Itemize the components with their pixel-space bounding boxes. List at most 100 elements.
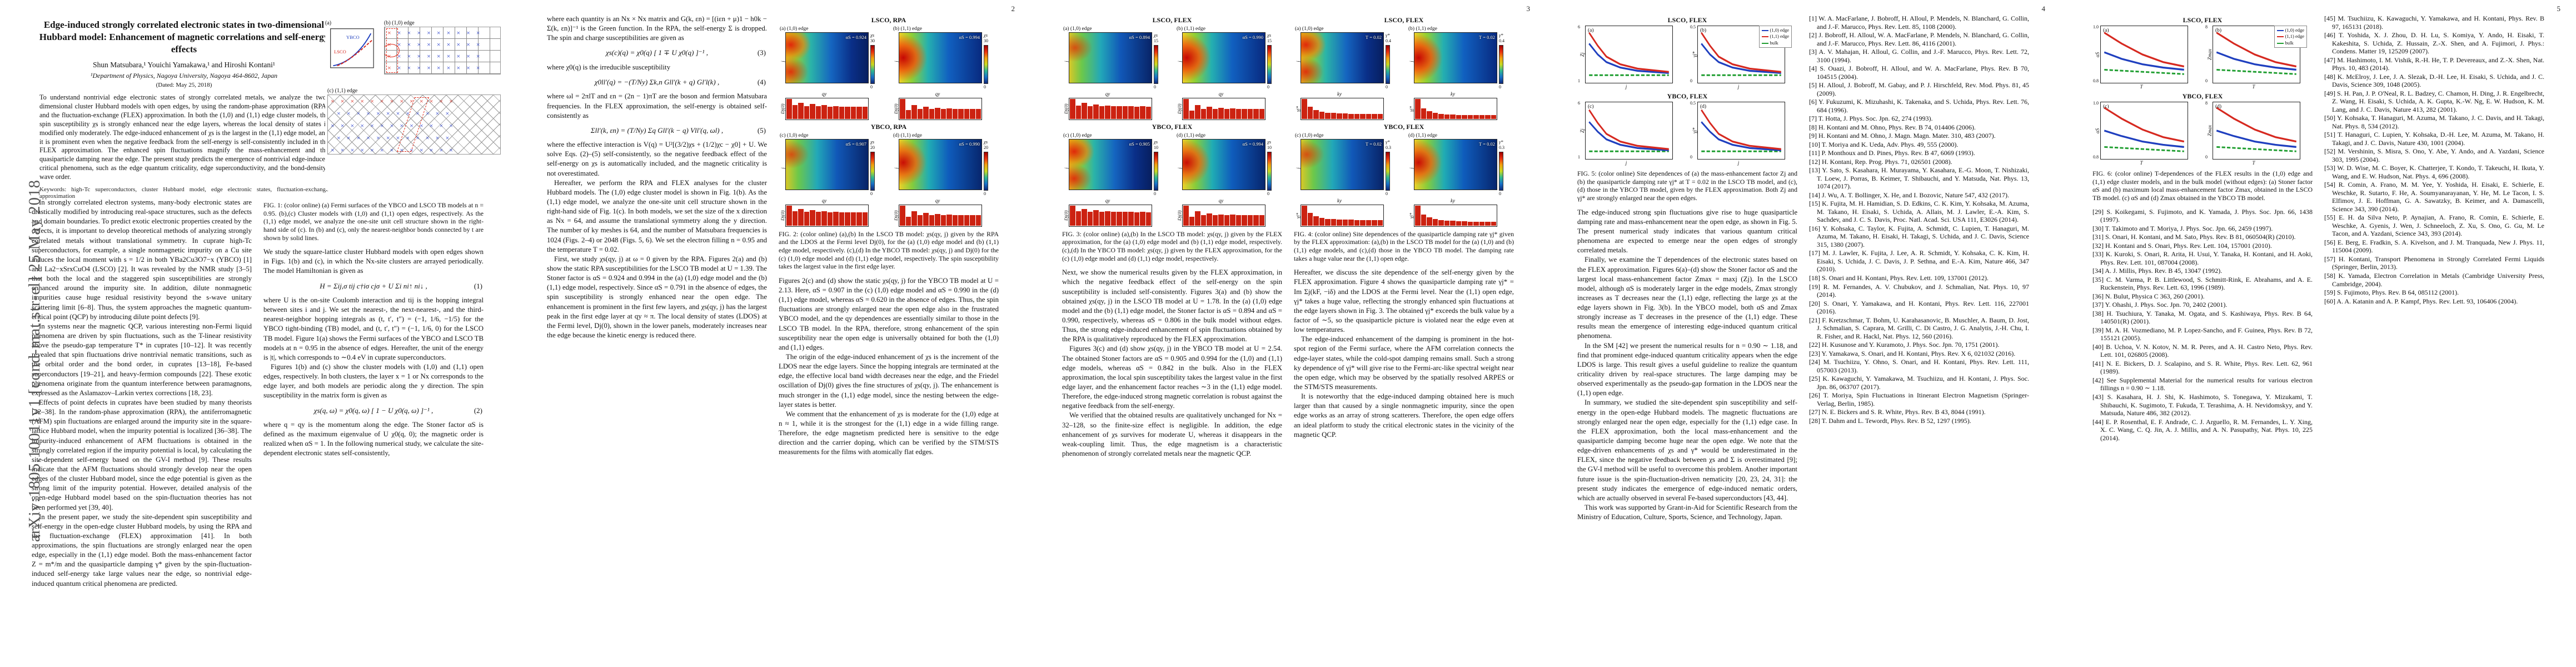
colorbar: χs 15 0 [1154, 32, 1158, 90]
reference-entry: [20] S. Onari, Y. Yamakawa, and H. Konta… [1809, 299, 2029, 316]
y-axis-label: j [894, 167, 899, 169]
figure-6-caption: FIG. 6: (color online) T-dependences of … [2092, 170, 2313, 202]
heatmap-panel: (d) (1,1) edge j αS = 0.994 χs 10 0 [1177, 132, 1281, 227]
y-axis-label: j [1409, 61, 1414, 62]
body-paragraph: In summary, we studied the site-dependen… [1577, 399, 1797, 502]
reference-entry: [7] T. Hotta, J. Phys. Soc. Jpn. 62, 274… [1809, 115, 1933, 123]
x-axis-label: j [1625, 84, 1627, 90]
bars-axis-label: γj* [1295, 212, 1301, 218]
panel-label: (a) [2103, 28, 2109, 34]
fig1-panel-c-label: (c) (1,1) edge [327, 88, 358, 94]
reference-entry: [11] P. Monthoux and D. Pines, Phys. Rev… [1809, 149, 1975, 157]
plot-legend: (1,0) edge (1,1) edge bulk [1758, 26, 1792, 48]
colorbar: χs 10 0 [1267, 138, 1272, 197]
reference-entry: [25] K. Kawaguchi, Y. Yamakawa, M. Tsuch… [1809, 375, 2029, 391]
colorbar-gradient [870, 152, 875, 191]
figure-6: LSCO, FLEX αS (a) [2092, 16, 2313, 202]
chi-heatmap: αS = 0.994 [899, 32, 982, 84]
body-paragraph: The edge-induced enhancement of the damp… [1294, 335, 1514, 391]
body-paragraph: First, we study χs(qy, j) at ω = 0 given… [547, 255, 767, 340]
display-equation: χs(q, ω) = χ0(q, ω) [ 1 − U χ0(q, ω) ]⁻¹… [313, 406, 482, 415]
reference-entry: [59] S. Fujimoto, Phys. Rev. B 64, 08511… [2324, 288, 2459, 297]
panel-label: (c) [2103, 104, 2109, 110]
reference-entry: [34] A. J. Millis, Phys. Rev. B 45, 1304… [2092, 267, 2223, 275]
stoner-factor-annotation: αS = 0.907 [845, 141, 866, 147]
legend-line-blue [2276, 29, 2284, 31]
page-1: Edge-induced strongly correlated electro… [0, 0, 515, 667]
panel-label: (a) (1,0) edge [1295, 26, 1324, 32]
panel-label: (d) (1,1) edge [1177, 132, 1205, 138]
reference-entry: [8] H. Kontani and M. Ohno, Phys. Rev. B… [1809, 123, 1976, 131]
reference-entry: [29] S. Koikegami, S. Fujimoto, and K. Y… [2092, 207, 2313, 224]
body-paragraph: where the effective interaction is V(q) … [547, 141, 767, 177]
reference-entry: [35] C. M. Varma, P. B. Littlewood, S. S… [2092, 275, 2313, 292]
text-column: LSCO, FLEX (a) (1,0) edge j T = 0.02 γ* [1294, 14, 1514, 649]
display-equation: χ0ll′(q) = −(T/Ny) Σk,n Gll′(k + q) Gl′l… [594, 77, 766, 86]
heatmap-panel: (d) (1,1) edge j αS = 0.990 χs 20 0 [893, 132, 998, 227]
reference-entry: [14] J. Wu, A. T. Bollinger, X. He, and … [1809, 191, 2009, 199]
lattice-row: ×××××××××××× [337, 134, 456, 142]
y-axis-label: j [1296, 167, 1301, 169]
colorbar: χs 30 0 [984, 32, 988, 90]
x-axis-label: ky [1337, 91, 1342, 97]
date-line: (Dated: May 25, 2018) [156, 82, 212, 89]
abstract: To understand nontrivial edge electronic… [39, 93, 328, 181]
reference-entry: [54] R. Comin, A. Frano, M. M. Yee, Y. Y… [2324, 181, 2544, 213]
figure-1-caption: FIG. 1: (color online) (a) Fermi surface… [263, 201, 484, 242]
x-axis-label: qy [1105, 197, 1110, 203]
reference-entry: [50] Y. Kohsaka, T. Hanaguri, M. Azuma, … [2324, 114, 2544, 130]
references-continued: [29] S. Koikegami, S. Fujimoto, and K. Y… [2092, 208, 2313, 442]
reference-entry: [60] A. A. Katanin and A. P. Kampf, Phys… [2324, 297, 2518, 305]
text-column: In strongly correlated electron systems,… [32, 198, 252, 649]
body-paragraph: Figures 2(c) and (d) show the static χs(… [779, 276, 999, 351]
damping-heatmap: T = 0.02 [1301, 138, 1384, 190]
damping-bar-chart [1301, 204, 1384, 227]
y-axis-label: αS [2095, 128, 2100, 133]
lattice-row: ×××××××××× [387, 64, 486, 72]
reference-entry: [9] H. Kontani and M. Ohno, J. Magn. Mag… [1809, 132, 1996, 140]
reference-entry: [12] H. Kontani, Rep. Prog. Phys. 71, 02… [1809, 157, 1952, 166]
y-axis-label: Zmax [2207, 125, 2213, 137]
bars-axis-label: γj* [1408, 212, 1414, 218]
colorbar-gradient [1267, 152, 1272, 191]
reference-entry: [6] Y. Fukuzumi, K. Mizuhashi, K. Takena… [1809, 98, 2029, 114]
ldos-bar-chart [1182, 97, 1265, 120]
damping-heatmap: T = 0.02 [1414, 32, 1497, 84]
reference-entry: [53] W. D. Wise, M. C. Boyer, K. Chatter… [2324, 164, 2544, 180]
chi-heatmap: αS = 0.990 [1182, 32, 1265, 84]
figure-4: LSCO, FLEX (a) (1,0) edge j T = 0.02 γ* [1294, 16, 1514, 262]
stoner-factor-annotation: αS = 0.990 [1242, 34, 1263, 41]
fermi-surface-plot [330, 28, 374, 68]
colorbar-gradient [1499, 152, 1503, 191]
figure-2: LSCO, RPA (a) (1,0) edge j αS = 0.924 χs [779, 16, 999, 271]
stoner-factor-annotation: αS = 0.905 [1129, 141, 1150, 147]
y-axis-label: γj* [1692, 51, 1697, 58]
panel-label: (b) (1,1) edge [1177, 26, 1205, 32]
bars-axis-label: Dj(0) [780, 210, 785, 221]
y-axis-label: j [1064, 167, 1069, 169]
figure-group-title: LSCO, FLEX [1384, 16, 1424, 24]
figure-group-title: YBCO, FLEX [1383, 122, 1424, 131]
figure-3-caption: FIG. 3: (color online) (a),(b) In the LS… [1062, 230, 1282, 262]
figure-group-title: YBCO, FLEX [1667, 92, 1708, 101]
colorbar-gradient [1386, 152, 1390, 191]
reference-entry: [48] K. McElroy, J. Lee, J. A. Slezak, D… [2324, 72, 2544, 89]
reference-entry: [28] T. Dahm and L. Tewordt, Phys. Rev. … [1809, 416, 1971, 425]
heatmap-panel: (c) (1,0) edge j αS = 0.905 χs 10 0 [1063, 132, 1168, 227]
body-paragraph: where U is the on-site Coulomb interacti… [263, 296, 484, 361]
reference-entry: [4] S. Ouazi, J. Bobroff, H. Alloul, and… [1809, 64, 2029, 81]
stoner-factor-annotation: αS = 0.994 [1242, 141, 1263, 147]
plot-area: (d) 8 0 [2205, 101, 2300, 160]
ldos-bar-chart [899, 204, 982, 227]
damping-heatmap: T = 0.02 [1414, 138, 1497, 190]
panel-label: (c) (1,0) edge [1063, 132, 1092, 138]
reference-entry: [13] Y. Sato, S. Kasahara, H. Murayama, … [1809, 166, 2029, 191]
body-paragraph: The edge-induced strong spin fluctuation… [1577, 208, 1797, 255]
figure-5-caption: FIG. 5: (color online) Site dependences … [1577, 170, 1797, 202]
lattice-row: ××××××××××××× [331, 122, 459, 130]
colorbar: γ* 0.4 0 [1499, 32, 1504, 90]
y-axis-label: γj* [1692, 127, 1697, 134]
y-axis-label: j [780, 167, 786, 169]
bars-axis-label: Dj(0) [893, 103, 899, 115]
body-paragraph: The origin of the edge-induced enhanceme… [779, 353, 999, 409]
